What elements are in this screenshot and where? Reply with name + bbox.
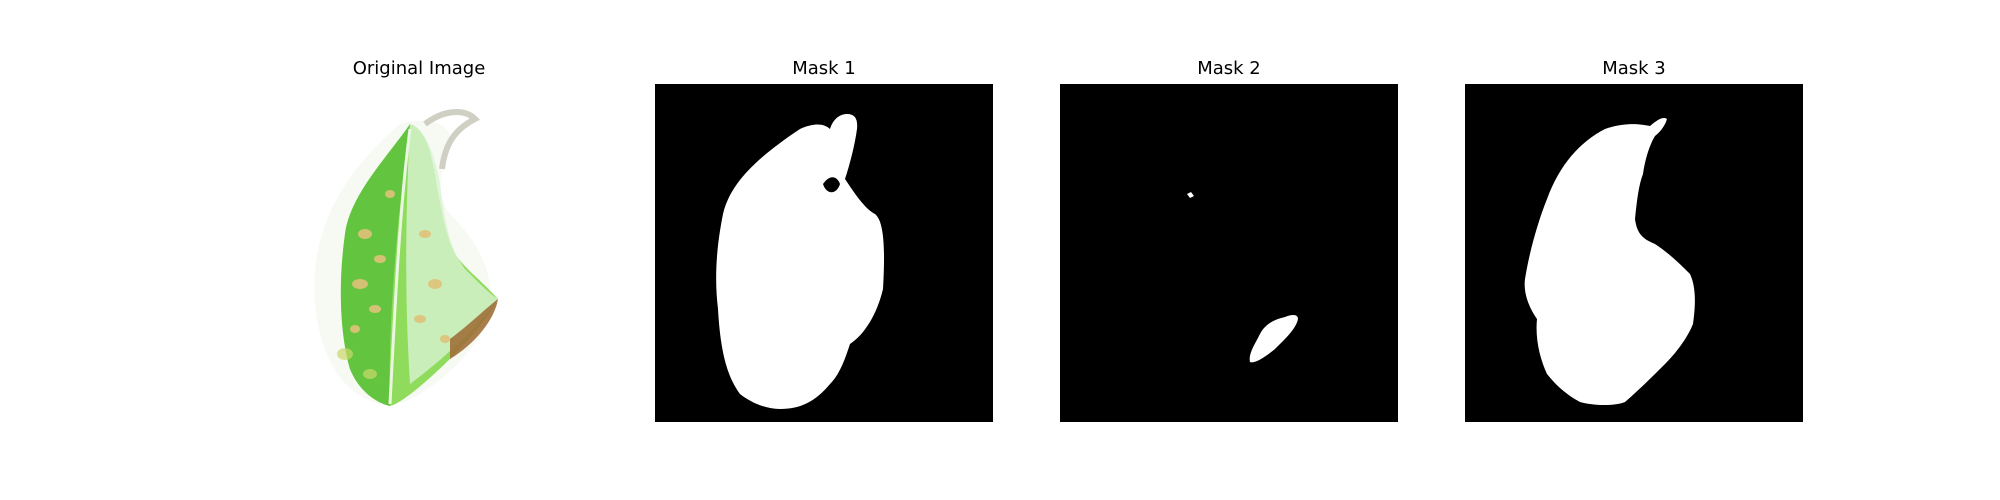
original-image-panel	[250, 84, 588, 422]
mask-1-region	[716, 114, 885, 409]
mask-1-panel	[655, 84, 993, 422]
mask-2-speck	[1187, 192, 1194, 198]
mask-1-image	[655, 84, 993, 422]
mask-3-image	[1465, 84, 1803, 422]
panel-title-original: Original Image	[352, 58, 486, 79]
leaf-image	[250, 84, 588, 422]
mask-2-region	[1249, 314, 1298, 363]
panel-title-mask-1: Mask 1	[792, 58, 856, 79]
panel-title-mask-3: Mask 3	[1602, 58, 1666, 79]
mask-3-panel	[1465, 84, 1803, 422]
mask-2-panel	[1060, 84, 1398, 422]
panel-title-mask-2: Mask 2	[1197, 58, 1261, 79]
mask-2-image	[1060, 84, 1398, 422]
mask-3-region	[1524, 117, 1695, 406]
